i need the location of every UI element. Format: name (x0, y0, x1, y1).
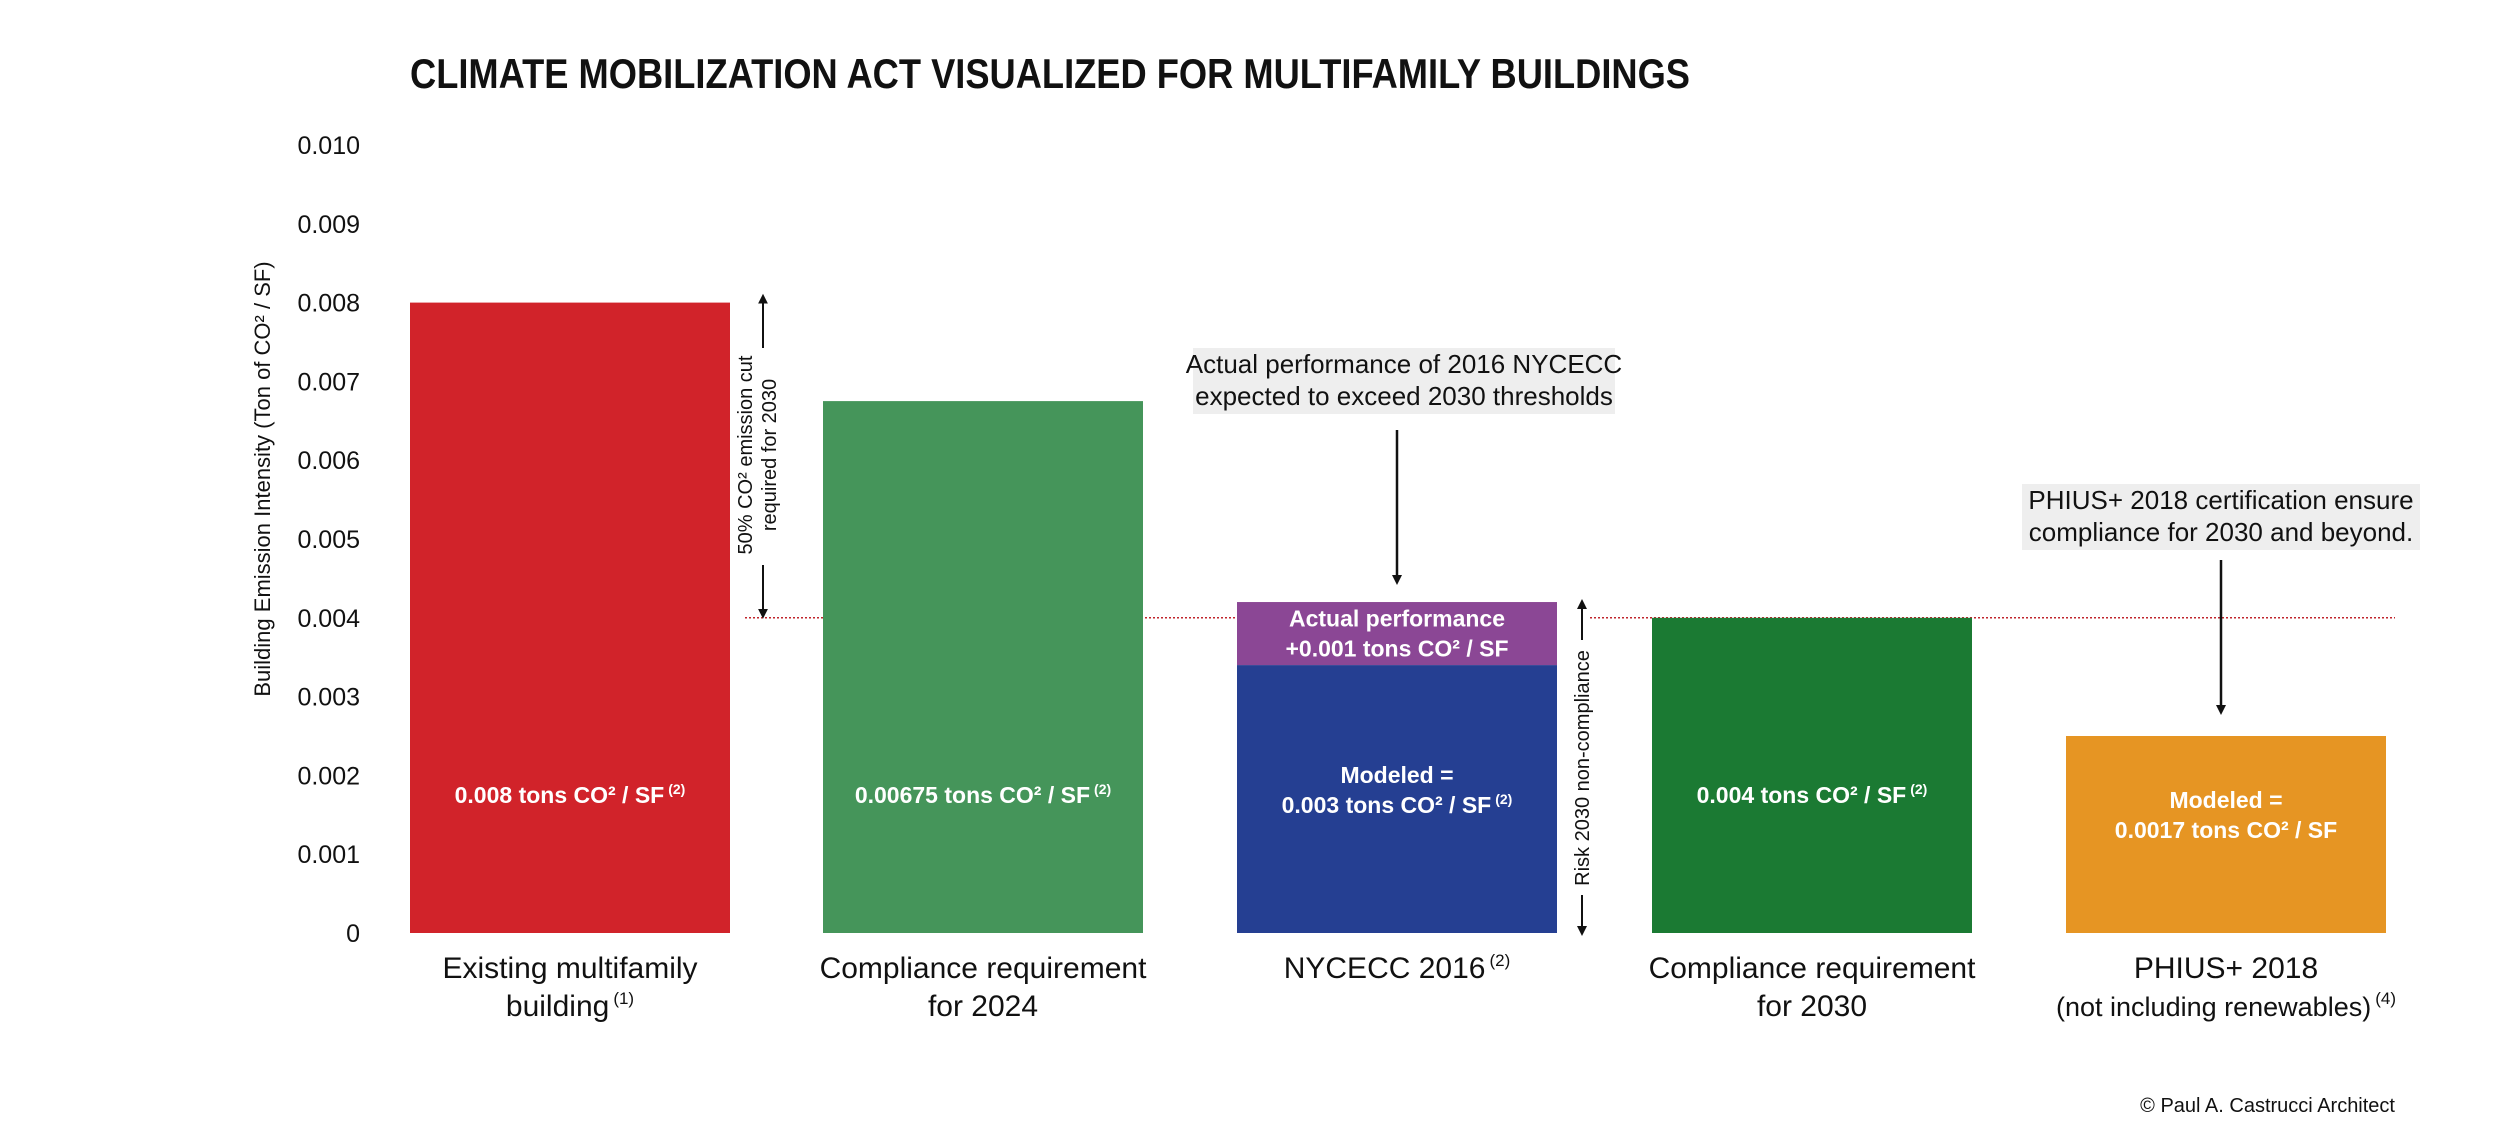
chart-title: CLIMATE MOBILIZATION ACT VISUALIZED FOR … (410, 50, 1690, 97)
bar-value-label: 0.0017 tons CO² / SF (2115, 817, 2337, 843)
y-tick-label: 0.009 (297, 211, 360, 239)
emission-cut-label: 50% CO² emission cut (735, 355, 757, 554)
category-label: Compliance requirement (820, 952, 1147, 985)
bar-value-label: Actual performance (1289, 606, 1505, 632)
y-tick-label: 0.006 (297, 447, 360, 475)
category-label: building (1) (506, 989, 634, 1023)
category-labels: Existing multifamily building (1) Complianc… (442, 951, 2396, 1023)
callout-box (2022, 484, 2420, 550)
bar-value-label: 0.008 tons CO² / SF (2) (455, 781, 686, 808)
bar-segment (1652, 617, 1972, 933)
bar-value-label: Modeled = (1340, 762, 1453, 788)
category-label: NYCECC 2016 (2) (1284, 951, 1511, 985)
y-tick-label: 0.007 (297, 368, 360, 396)
y-tick-label: 0.010 (297, 132, 360, 160)
y-tick-label: 0.004 (297, 605, 360, 633)
bar-value-label: 0.00675 tons CO² / SF (2) (855, 781, 1111, 808)
bar-segment (823, 401, 1143, 934)
y-tick-label: 0.005 (297, 526, 360, 554)
category-label: Compliance requirement (1649, 952, 1976, 985)
phius-callout-text: PHIUS+ 2018 certification ensure (2028, 485, 2413, 515)
bar-value-label: +0.001 tons CO² / SF (1285, 636, 1508, 662)
bars: 0.008 tons CO² / SF (2) 0.00675 tons CO² /… (410, 302, 2386, 934)
y-ticks: 0 0.001 0.002 0.003 0.004 0.005 0.006 0.007 0.00… (297, 132, 360, 948)
bar-segment (410, 302, 730, 934)
category-label: PHIUS+ 2018 (2134, 952, 2318, 985)
y-tick-label: 0.003 (297, 684, 360, 712)
credit: © Paul A. Castrucci Architect (2140, 1095, 2395, 1117)
bar-value-label: Modeled = (2169, 787, 2282, 813)
y-tick-label: 0.002 (297, 762, 360, 790)
risk-label: Risk 2030 non-compliance (1572, 650, 1594, 886)
category-label: for 2030 (1757, 990, 1867, 1023)
callout-box (1193, 348, 1615, 414)
bar-segment (1237, 665, 1557, 933)
phius-callout-text: compliance for 2030 and beyond. (2029, 517, 2414, 547)
bar-segment (2066, 736, 2386, 933)
y-tick-label: 0.008 (297, 290, 360, 318)
emission-cut-label: required for 2030 (759, 379, 781, 531)
category-label: (not including renewables) (4) (2056, 989, 2396, 1022)
bar-segment (1237, 602, 1557, 666)
bar-value-label: 0.003 tons CO² / SF (2) (1282, 791, 1513, 818)
category-label: Existing multifamily (442, 952, 697, 985)
bar-value-label: 0.004 tons CO² / SF (2) (1697, 781, 1928, 808)
nycecc-callout-text: expected to exceed 2030 thresholds (1195, 381, 1613, 411)
nycecc-callout-text: Actual performance of 2016 NYCECC (1186, 349, 1622, 379)
y-tick-label: 0.001 (297, 841, 360, 869)
y-axis-label: Building Emission Intensity (Ton of CO² … (250, 261, 275, 696)
annotations: 50% CO² emission cut required for 2030 Ris… (735, 293, 2420, 936)
y-tick-label: 0 (346, 920, 360, 948)
category-label: for 2024 (928, 990, 1038, 1023)
